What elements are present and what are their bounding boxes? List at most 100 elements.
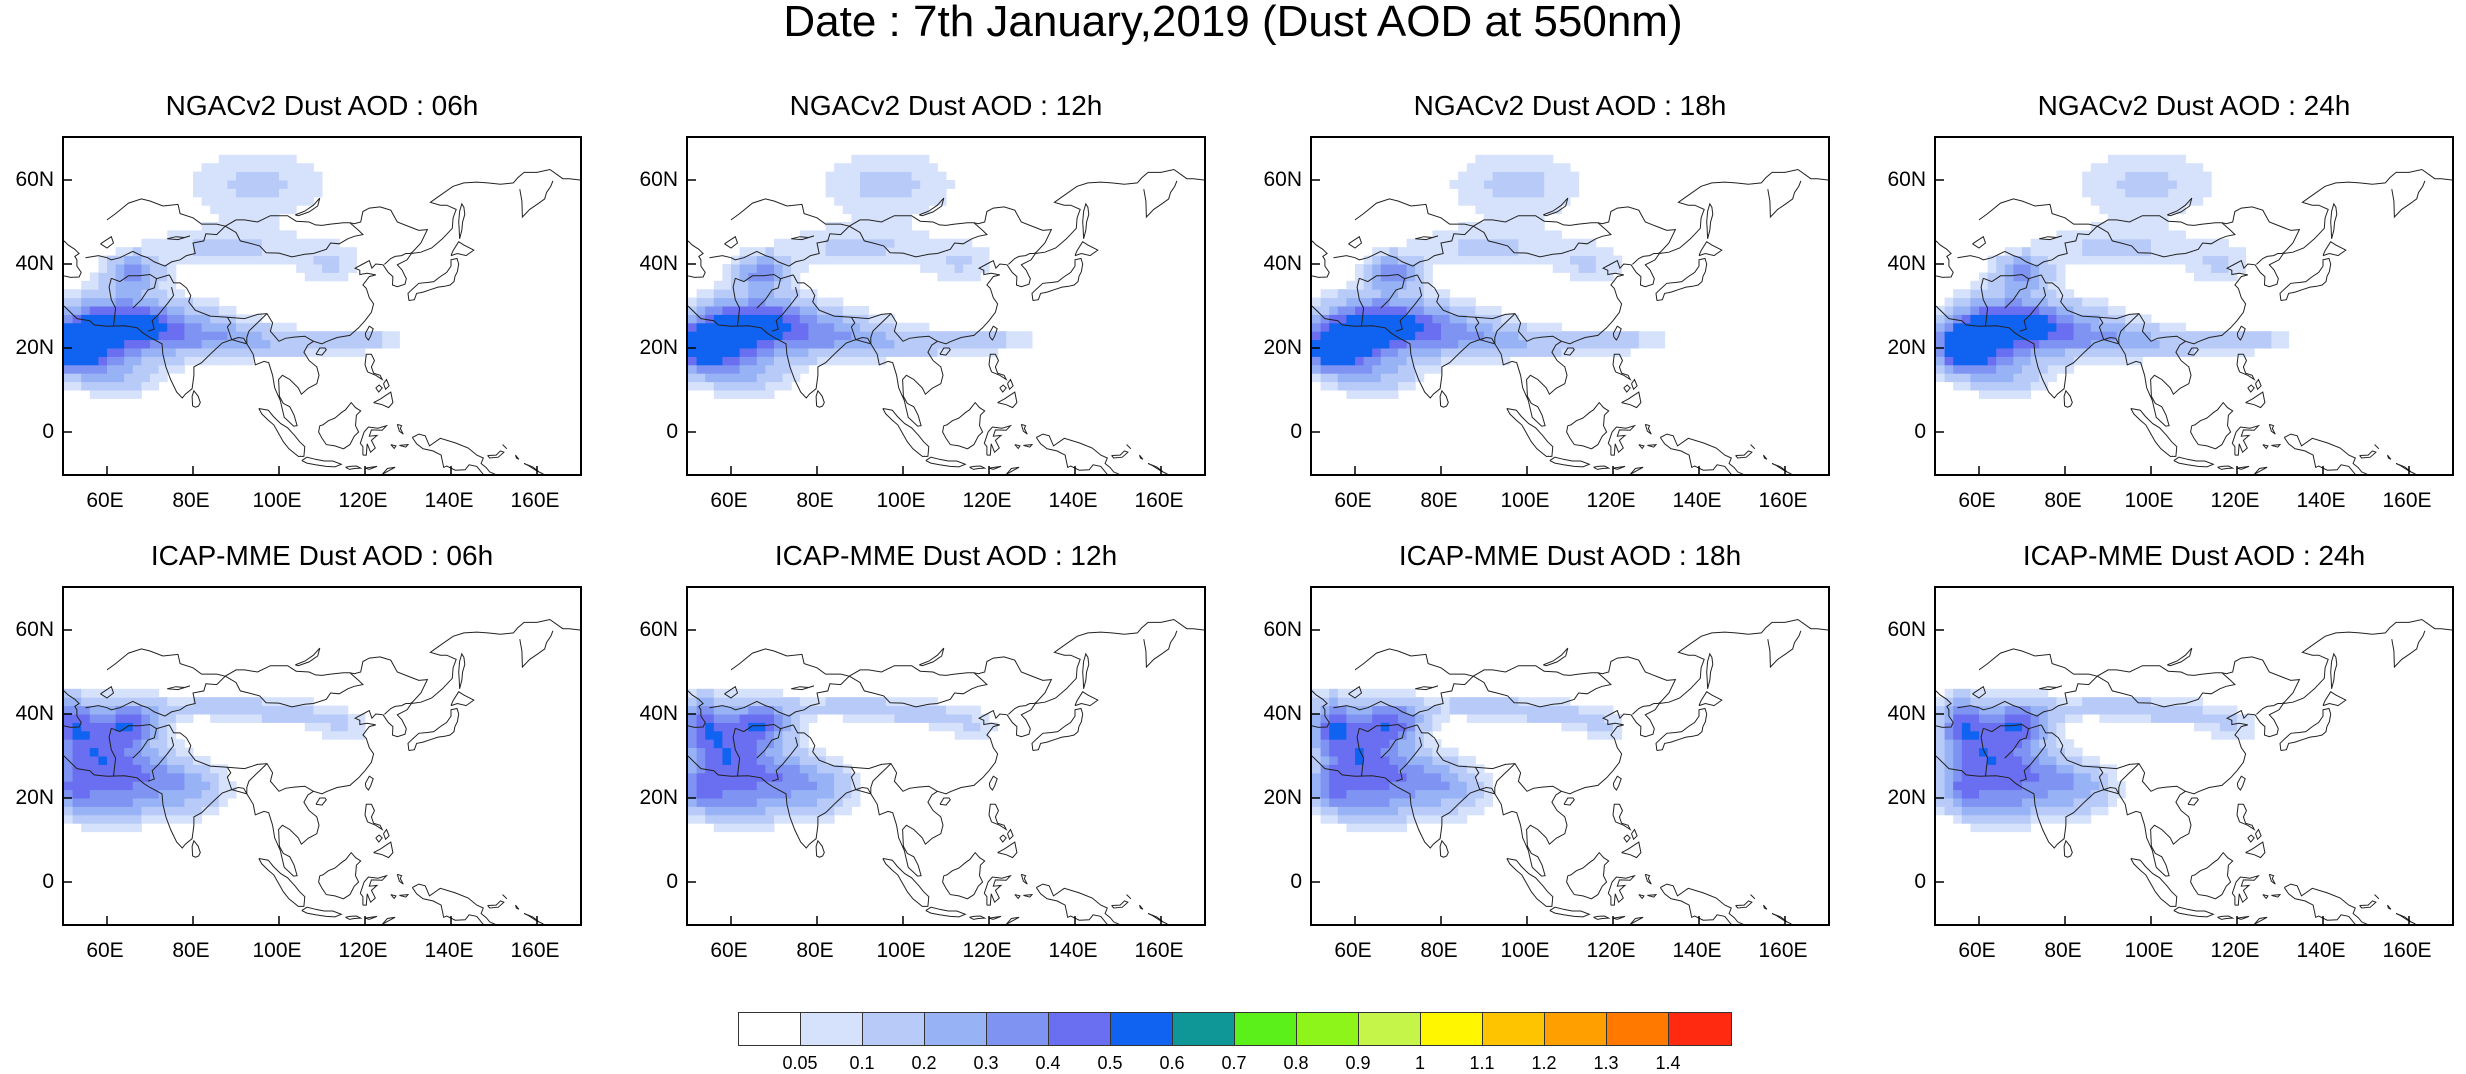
y-tick-label: 20N (639, 786, 678, 809)
y-tick-label: 40N (15, 702, 54, 725)
map-canvas (1936, 618, 2452, 924)
x-tick-label: 60E (1334, 939, 1372, 962)
colorbar-swatch (1173, 1013, 1235, 1045)
colorbar-swatch (1359, 1013, 1421, 1045)
colorbar-swatch (801, 1013, 863, 1045)
x-tick-label: 100E (252, 489, 302, 512)
x-tick-label: 80E (796, 489, 834, 512)
y-tick-label: 40N (1263, 702, 1302, 725)
y-tick-label: 0 (42, 420, 54, 443)
y-tick-label: 20N (639, 336, 678, 359)
map-panel: NGACv2 Dust AOD : 06h 60N 40N 20N 0 60E 80E 100… (15, 90, 582, 512)
y-tick-label: 20N (15, 336, 54, 359)
coastlines (1312, 618, 1828, 924)
x-tick-label: 120E (962, 489, 1012, 512)
map-panel: ICAP-MME Dust AOD : 18h 60N 40N 20N 0 60E 80E 1… (1263, 540, 1830, 962)
y-tick-label: 0 (1290, 870, 1302, 893)
y-tick-label: 40N (639, 252, 678, 275)
colorbar-label: 0.05 (782, 1053, 818, 1073)
coastlines (64, 618, 580, 924)
panel-title: ICAP-MME Dust AOD : 06h (150, 540, 494, 571)
colorbar-swatch (1235, 1013, 1297, 1045)
colorbar-swatch (1111, 1013, 1173, 1045)
colorbar (738, 1012, 1732, 1046)
x-tick-label: 100E (2124, 939, 2174, 962)
x-tick-label: 80E (796, 939, 834, 962)
x-tick-label: 80E (2044, 489, 2082, 512)
x-tick-label: 160E (1134, 489, 1184, 512)
coastlines (1936, 618, 2452, 924)
x-tick-label: 160E (2382, 939, 2432, 962)
y-tick-label: 60N (1263, 168, 1302, 191)
map-canvas (688, 618, 1204, 924)
x-tick-label: 140E (1672, 939, 1722, 962)
map-frame (1310, 136, 1830, 476)
dust-field (1312, 154, 1666, 399)
x-tick-label: 100E (1500, 489, 1550, 512)
y-tick-label: 60N (1263, 618, 1302, 641)
coastlines (64, 168, 580, 474)
x-tick-label: 100E (876, 939, 926, 962)
x-tick-label: 120E (338, 489, 388, 512)
colorbar-label: 0.8 (1283, 1053, 1309, 1073)
y-tick-label: 60N (1887, 168, 1926, 191)
figure-title: Date : 7th January,2019 (Dust AOD at 550… (783, 0, 1683, 46)
y-tick-label: 40N (1263, 252, 1302, 275)
colorbar-swatch (1049, 1013, 1111, 1045)
panel-title: NGACv2 Dust AOD : 12h (789, 90, 1103, 121)
x-tick-label: 120E (962, 939, 1012, 962)
y-tick-label: 60N (1887, 618, 1926, 641)
panel-title: NGACv2 Dust AOD : 06h (165, 90, 479, 121)
map-canvas (64, 154, 580, 474)
x-tick-label: 160E (1758, 939, 1808, 962)
panel-title: NGACv2 Dust AOD : 18h (1413, 90, 1727, 121)
colorbar-swatch (925, 1013, 987, 1045)
dust-field (688, 688, 999, 833)
colorbar-swatch (1545, 1013, 1607, 1045)
colorbar-label: 1.1 (1469, 1053, 1495, 1073)
y-tick-label: 60N (15, 618, 54, 641)
x-tick-label: 120E (2210, 939, 2260, 962)
x-tick-label: 120E (1586, 939, 1636, 962)
colorbar-label: 1.2 (1531, 1053, 1557, 1073)
x-tick-label: 60E (1958, 939, 1996, 962)
x-tick-label: 60E (710, 939, 748, 962)
y-tick-label: 0 (1914, 870, 1926, 893)
panel-title: NGACv2 Dust AOD : 24h (2037, 90, 2351, 121)
colorbar-label: 0.5 (1097, 1053, 1123, 1073)
coastlines (1312, 168, 1828, 474)
panel-title: ICAP-MME Dust AOD : 24h (2022, 540, 2366, 571)
map-frame (686, 586, 1206, 926)
colorbar-label: 0.2 (911, 1053, 937, 1073)
y-tick-label: 0 (666, 870, 678, 893)
map-frame (62, 586, 582, 926)
dust-field (688, 154, 1033, 399)
x-tick-label: 60E (1334, 489, 1372, 512)
x-tick-label: 140E (2296, 489, 2346, 512)
map-panel: ICAP-MME Dust AOD : 12h 60N 40N 20N 0 60E 80E 1… (639, 540, 1206, 962)
panel-title: ICAP-MME Dust AOD : 18h (1398, 540, 1742, 571)
x-tick-label: 120E (2210, 489, 2260, 512)
y-tick-label: 60N (15, 168, 54, 191)
y-tick-label: 20N (1263, 786, 1302, 809)
colorbar-swatch (1607, 1013, 1669, 1045)
map-canvas (1312, 618, 1828, 924)
y-tick-label: 40N (639, 702, 678, 725)
y-tick-label: 60N (639, 618, 678, 641)
x-tick-label: 80E (1420, 489, 1458, 512)
colorbar-label: 0.1 (849, 1053, 875, 1073)
panel-title: ICAP-MME Dust AOD : 12h (774, 540, 1118, 571)
y-tick-label: 40N (1887, 252, 1926, 275)
x-tick-label: 80E (172, 939, 210, 962)
colorbar-swatch (1297, 1013, 1359, 1045)
x-tick-label: 60E (710, 489, 748, 512)
map-canvas (1936, 154, 2452, 474)
x-tick-label: 100E (1500, 939, 1550, 962)
x-tick-label: 100E (2124, 489, 2174, 512)
x-tick-label: 140E (1048, 939, 1098, 962)
x-tick-label: 60E (1958, 489, 1996, 512)
colorbar-swatch (1421, 1013, 1483, 1045)
map-frame (1934, 136, 2454, 476)
x-tick-label: 120E (338, 939, 388, 962)
y-tick-label: 0 (42, 870, 54, 893)
